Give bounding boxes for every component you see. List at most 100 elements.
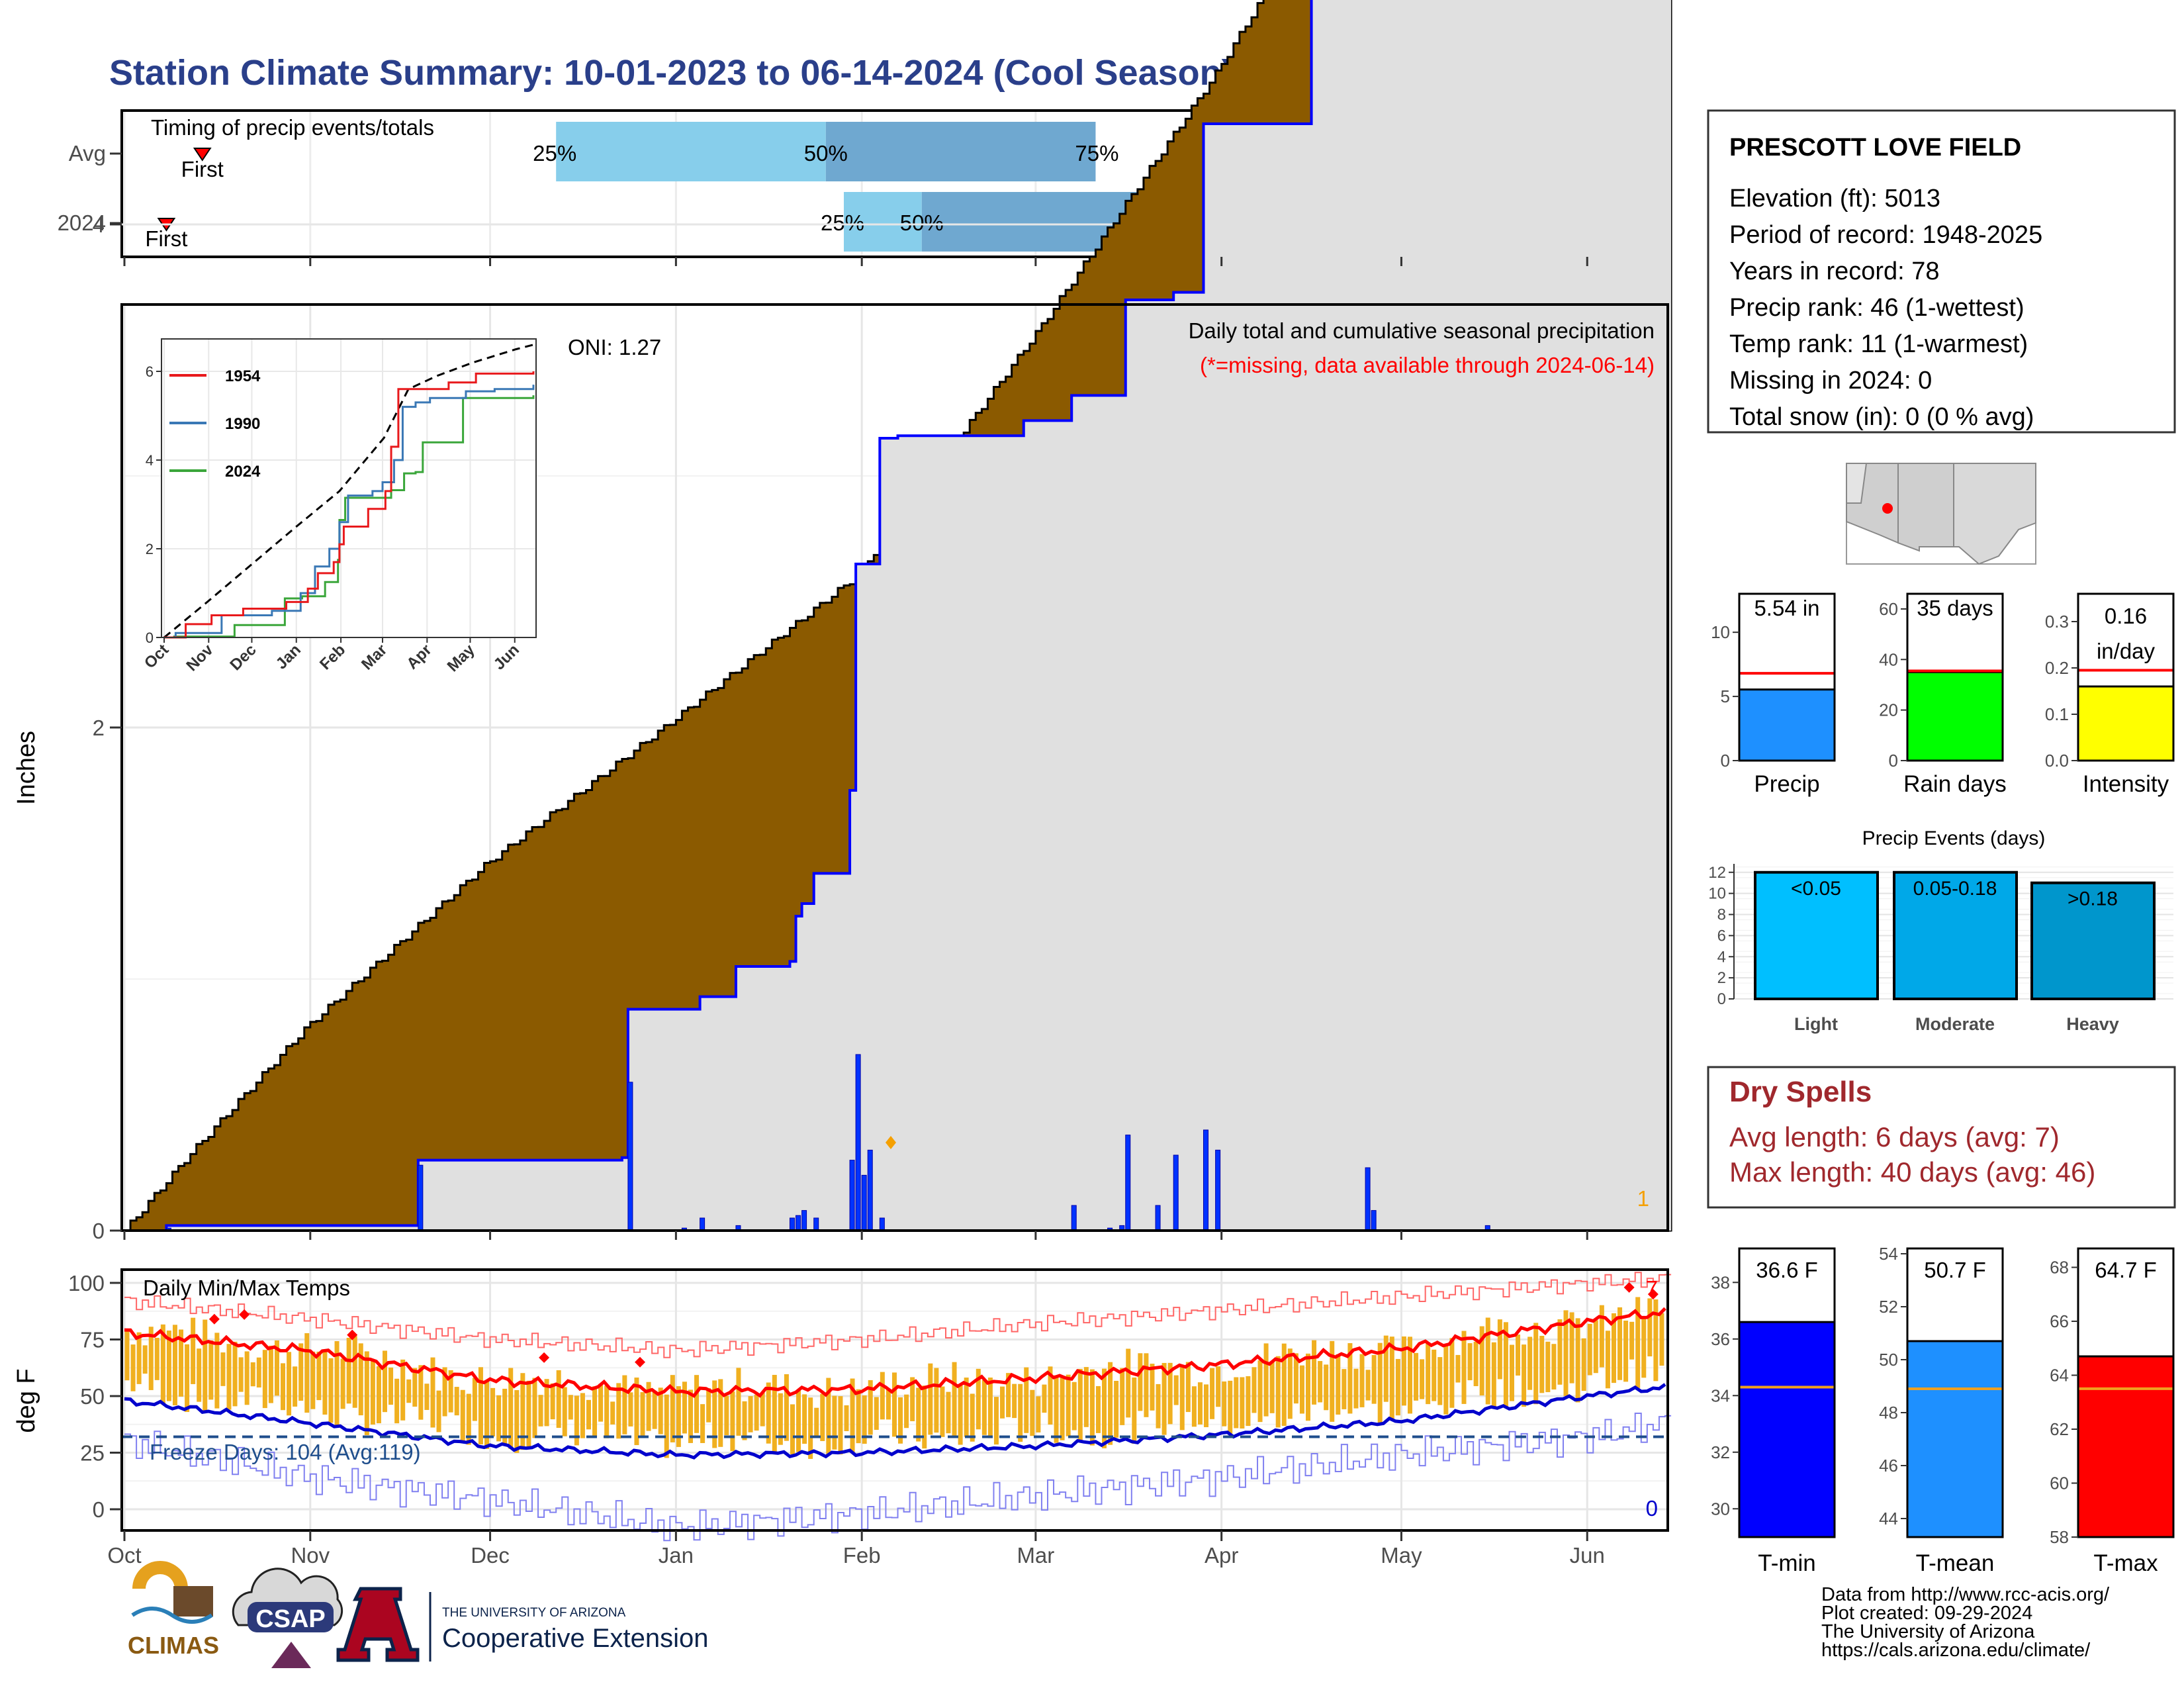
daily-temp-bar: [1401, 1336, 1406, 1406]
temp-summary-frame: [1906, 1247, 2004, 1538]
inset-line-2024: [164, 395, 535, 639]
daily-temp-bar: [910, 1377, 915, 1421]
daily-temp-bar: [203, 1319, 208, 1411]
daily-temp-bar: [1222, 1381, 1227, 1427]
daily-precip-bar: [801, 1210, 807, 1231]
daily-temp-bar: [1006, 1373, 1011, 1417]
climas-text: CLIMAS: [128, 1632, 219, 1659]
temp-summary-tick-label: 58: [2050, 1527, 2069, 1547]
daily-temp-bar: [1083, 1367, 1089, 1427]
daily-temp-bar: [712, 1380, 717, 1448]
daily-temp-bar: [1054, 1375, 1059, 1443]
daily-temp-bar: [616, 1383, 621, 1439]
climas-wave-icon: [131, 1607, 213, 1624]
events-tick-label: 2: [1717, 969, 1726, 987]
record-high-icon: [347, 1329, 358, 1340]
daily-temp-bar: [1060, 1376, 1065, 1440]
daily-temp-bar: [664, 1394, 669, 1458]
inset-y-tick-label: 4: [146, 452, 154, 469]
daily-temp-bar: [1228, 1380, 1233, 1434]
daily-temp-bar: [598, 1383, 604, 1422]
daily-temp-bar: [376, 1366, 381, 1424]
daily-temp-bar: [1485, 1317, 1490, 1405]
daily-temp-bar: [1240, 1377, 1245, 1429]
inset-frame: [161, 338, 537, 638]
daily-temp-bar: [1551, 1344, 1557, 1390]
daily-temp-bar: [1126, 1348, 1131, 1418]
daily-temp-bar: [987, 1378, 993, 1438]
daily-temp-bar: [1030, 1389, 1035, 1436]
daily-temp-bar: [976, 1368, 981, 1430]
daily-temp-bar: [130, 1344, 136, 1391]
mini-bar-tick-label: 0.3: [2045, 612, 2069, 632]
daily-temp-bar: [981, 1380, 987, 1435]
temp-y-tick-label: 0: [93, 1497, 105, 1522]
daily-temp-bar: [256, 1357, 261, 1388]
daily-temp-bar: [1269, 1361, 1275, 1413]
temp-x-axis: Oct Nov Dec Jan Feb Mar Apr May Jun: [107, 1530, 1605, 1568]
daily-temp-bar: [154, 1337, 159, 1380]
daily-temp-bar: [993, 1397, 999, 1445]
daily-temp-bar: [472, 1378, 477, 1421]
daily-temp-bar: [424, 1383, 430, 1410]
temp-summary-value-bar: [1906, 1340, 2004, 1538]
daily-temp-bar: [562, 1387, 567, 1436]
ua-logo: THE UNIVERSITY OF ARIZONA Cooperative Ex…: [336, 1587, 708, 1662]
daily-temp-bar: [1389, 1336, 1394, 1421]
month-label: Dec: [471, 1543, 510, 1568]
daily-temp-bars: [124, 1297, 1664, 1459]
daily-temp-bar: [316, 1351, 322, 1401]
daily-temp-bar: [1095, 1385, 1101, 1433]
daily-precip-bar: [867, 1149, 873, 1231]
daily-temp-bar: [544, 1379, 549, 1427]
daily-temp-bar: [262, 1350, 267, 1409]
daily-temp-bar: [1293, 1353, 1298, 1404]
daily-temp-bar: [778, 1393, 783, 1445]
daily-precip-bar: [849, 1160, 855, 1231]
map-newmexico-shape: [1897, 463, 1954, 552]
temp-summary-t-max: 58 60 62 64 66 68 64.7 F T-max: [2050, 1247, 2175, 1576]
csap-text: CSAP: [255, 1605, 326, 1633]
daily-temp-bar: [934, 1368, 939, 1433]
daily-temp-bar: [736, 1368, 741, 1436]
credit-university: The University of Arizona: [1821, 1621, 2035, 1642]
mini-bar-tick-label: 40: [1879, 649, 1898, 669]
inset-average-line: [163, 344, 534, 639]
daily-temp-bar: [124, 1331, 130, 1381]
daily-temp-bar: [502, 1388, 508, 1444]
daily-temp-bar: [340, 1358, 345, 1409]
daily-temp-bar: [1089, 1369, 1095, 1446]
events-tick-label: 10: [1708, 885, 1726, 903]
main-y-tick-label: 4: [93, 212, 105, 237]
inset-y-tick-label: 2: [146, 541, 154, 557]
quartile-50-label: 50%: [804, 141, 848, 165]
daily-temp-bar: [1365, 1370, 1371, 1401]
mini-bar-tick-label: 0.0: [2045, 751, 2069, 771]
inset-lines: [163, 344, 535, 639]
daily-temp-bar: [604, 1385, 610, 1438]
daily-temp-bar: [1036, 1396, 1041, 1432]
csap-badge: [248, 1602, 334, 1632]
daily-temp-bar: [1324, 1364, 1329, 1411]
record-max-line: [124, 1272, 1672, 1358]
mini-bar-tick-label: 0: [1721, 751, 1730, 771]
daily-temp-bar: [1635, 1297, 1641, 1388]
mini-bar-frame: [1738, 592, 1836, 762]
station-location-dot: [1882, 503, 1893, 514]
daily-temp-bar: [1216, 1366, 1221, 1407]
daily-temp-bar: [142, 1345, 148, 1374]
daily-temp-bar: [826, 1378, 831, 1455]
credit-website: https://cals.arizona.edu/climate/: [1821, 1640, 2091, 1661]
quartile-75-label: 75%: [1075, 141, 1118, 165]
daily-temp-bar: [898, 1397, 903, 1444]
daily-temp-bar: [1114, 1380, 1119, 1438]
mini-bar-tick-label: 20: [1879, 700, 1898, 720]
map-west-shape: [1846, 463, 1868, 504]
daily-temp-bar: [700, 1404, 705, 1443]
daily-temp-bar: [1383, 1335, 1388, 1402]
temp-summary-tick-label: 48: [1879, 1403, 1898, 1423]
daily-temp-bar: [760, 1392, 765, 1427]
mini-bar-frame: [2077, 592, 2175, 762]
station-missing: Missing in 2024: 0: [1729, 367, 1932, 395]
